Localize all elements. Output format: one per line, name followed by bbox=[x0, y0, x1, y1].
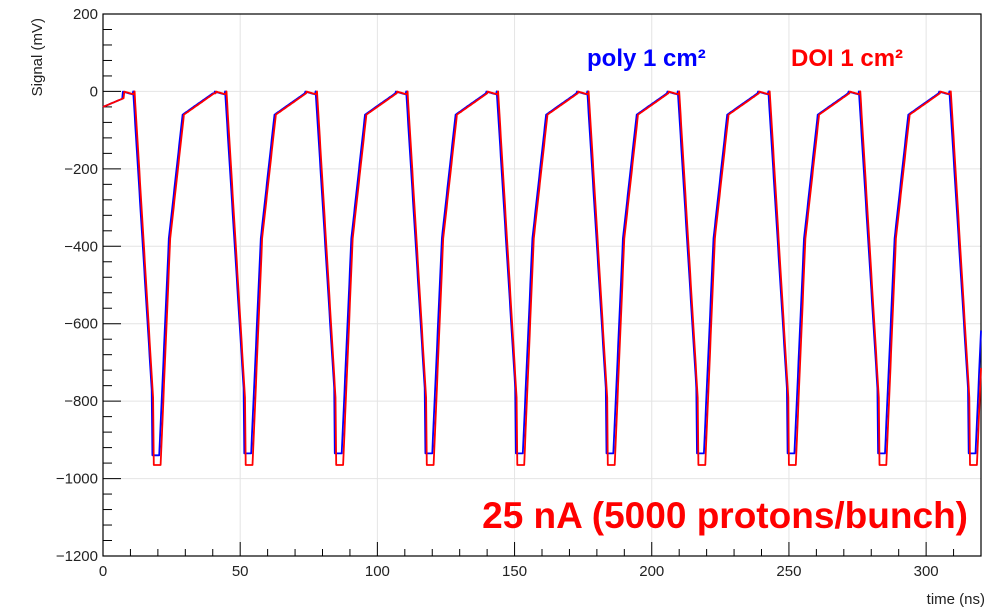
x-tick-label: 100 bbox=[365, 563, 390, 580]
x-tick-label: 300 bbox=[914, 563, 939, 580]
x-tick-label: 250 bbox=[776, 563, 801, 580]
beam-current-annotation: 25 nA (5000 protons/bunch) bbox=[482, 495, 968, 536]
x-tick-label: 150 bbox=[502, 563, 527, 580]
x-tick-label: 200 bbox=[639, 563, 664, 580]
y-tick-label: −600 bbox=[64, 316, 98, 333]
legend-doi-label: DOI 1 cm² bbox=[791, 45, 903, 72]
y-tick-label: −200 bbox=[64, 161, 98, 178]
y-tick-label: 0 bbox=[90, 83, 98, 100]
x-tick-label: 0 bbox=[99, 563, 107, 580]
axis-ticks bbox=[102, 13, 982, 557]
y-tick-label: −1000 bbox=[56, 471, 98, 488]
legend-poly-label: poly 1 cm² bbox=[587, 45, 706, 72]
y-tick-label: 200 bbox=[73, 6, 98, 23]
y-tick-label: −400 bbox=[64, 238, 98, 255]
y-tick-label: −800 bbox=[64, 393, 98, 410]
x-axis-title: time (ns) bbox=[927, 591, 985, 608]
y-tick-label: −1200 bbox=[56, 548, 98, 565]
axis-tick-labels: 0 50 100 150 200 250 300 200 0 −200 −400 −600 −800 −1… bbox=[56, 6, 939, 580]
series-layer bbox=[102, 90, 982, 466]
y-axis-title: Signal (mV) bbox=[29, 18, 46, 96]
series-doi-line bbox=[102, 90, 982, 466]
x-tick-label: 50 bbox=[232, 563, 249, 580]
